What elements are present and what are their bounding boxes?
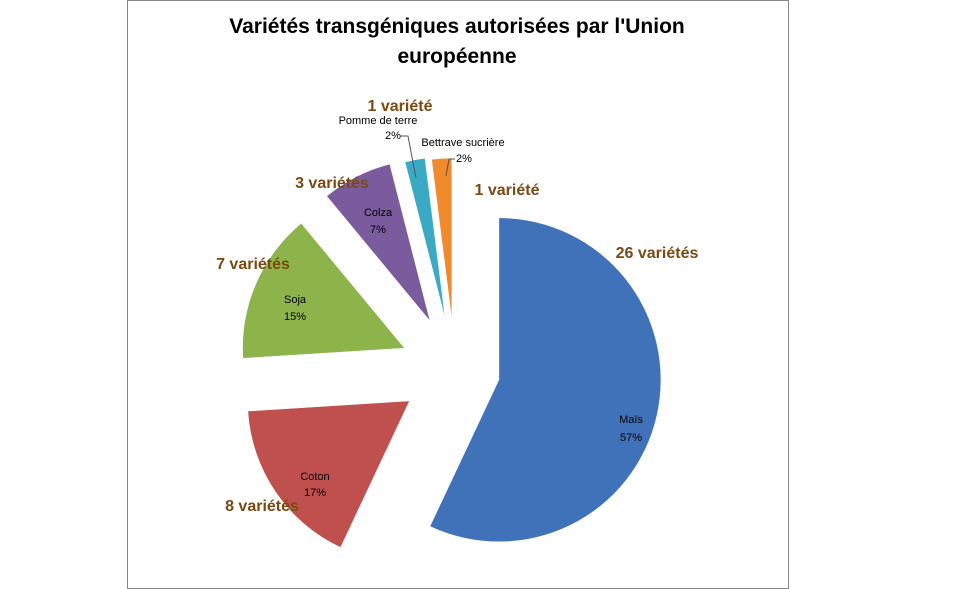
annotation: 8 variétés bbox=[225, 498, 299, 515]
pie-slice bbox=[431, 157, 453, 321]
slice-label: Pomme de terre bbox=[339, 115, 418, 127]
annotation: 26 variétés bbox=[616, 245, 699, 262]
slice-label: Colza bbox=[364, 207, 393, 219]
slice-value: 2% bbox=[385, 130, 401, 142]
slice-value: 15% bbox=[284, 311, 306, 323]
slice-label: Bettrave sucrière bbox=[421, 137, 504, 149]
slice-value: 7% bbox=[370, 224, 386, 236]
pie-slice bbox=[404, 157, 446, 319]
slice-label: Soja bbox=[284, 294, 307, 306]
annotation: 1 variété bbox=[475, 182, 540, 199]
pie-slice bbox=[242, 222, 406, 359]
leader-line bbox=[445, 158, 455, 177]
annotation: 7 variétés bbox=[216, 256, 290, 273]
pie-slice bbox=[429, 217, 662, 543]
pie-slice bbox=[326, 163, 431, 322]
chart-title: Variétés transgéniques autorisées par l'… bbox=[229, 15, 685, 68]
slice-label: Coton bbox=[300, 471, 329, 483]
slice-value: 57% bbox=[620, 432, 642, 444]
annotation: 3 variétés bbox=[295, 175, 369, 192]
annotation: 1 variété bbox=[368, 98, 433, 115]
slice-label: Maïs bbox=[619, 414, 643, 426]
leader-line bbox=[400, 135, 417, 179]
pie-slice bbox=[247, 400, 410, 548]
slice-value: 17% bbox=[304, 487, 326, 499]
slice-value: 2% bbox=[456, 153, 472, 165]
